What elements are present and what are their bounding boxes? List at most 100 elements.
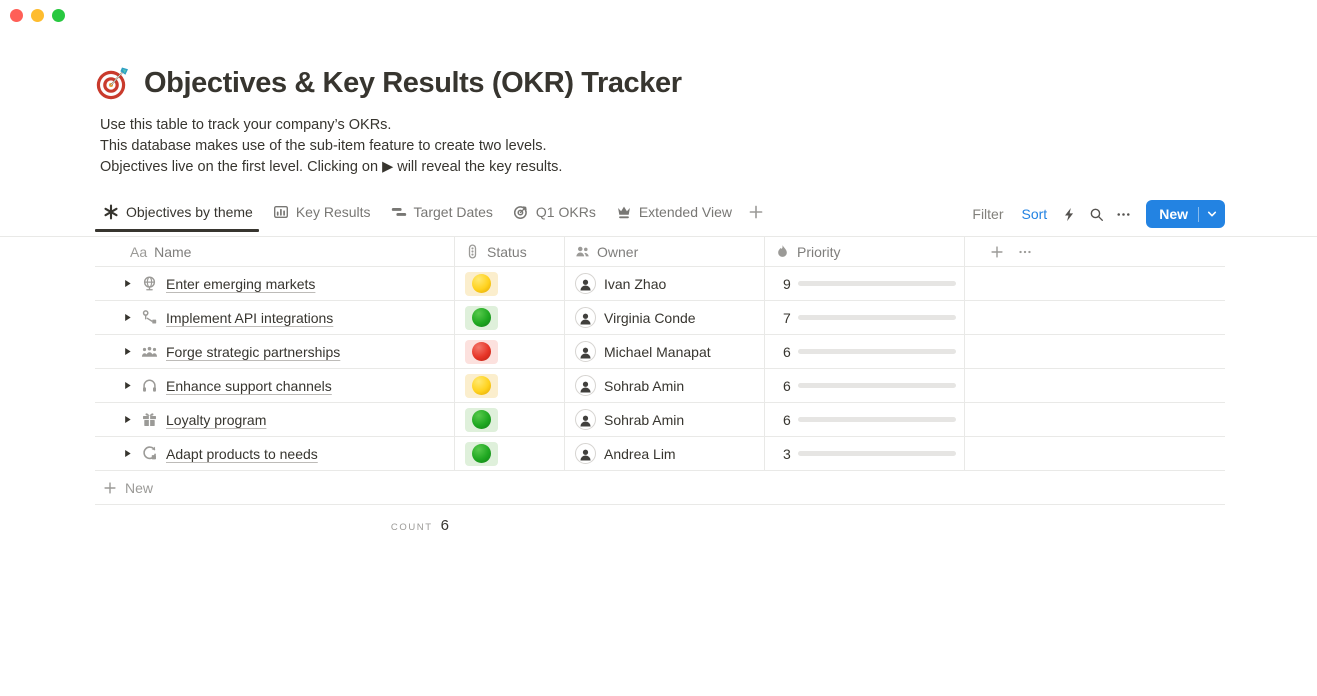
- owner-cell[interactable]: Ivan Zhao: [565, 267, 765, 300]
- chevron-down-icon[interactable]: [1199, 208, 1225, 220]
- owner-name: Michael Manapat: [604, 343, 711, 360]
- priority-cell[interactable]: 6: [765, 403, 965, 436]
- trailing-cell: [965, 437, 1225, 470]
- avatar: [575, 341, 596, 362]
- tab-extended-view[interactable]: Extended View: [608, 199, 740, 225]
- expand-toggle-icon[interactable]: [122, 346, 133, 357]
- new-button[interactable]: New: [1146, 200, 1225, 228]
- chart-view-icon: [273, 204, 289, 220]
- tab-key-results[interactable]: Key Results: [265, 199, 379, 225]
- table-row[interactable]: Loyalty program Sohrab Amin 6: [95, 403, 1225, 437]
- expand-toggle-icon[interactable]: [122, 380, 133, 391]
- status-pill-yellow[interactable]: [465, 373, 498, 398]
- tab-target-dates[interactable]: Target Dates: [383, 199, 501, 225]
- row-name-link[interactable]: Forge strategic partnerships: [166, 343, 341, 360]
- sort-button[interactable]: Sort: [1021, 206, 1048, 222]
- expand-toggle-icon[interactable]: [122, 312, 133, 323]
- priority-cell[interactable]: 9: [765, 267, 965, 300]
- status-pill-green[interactable]: [465, 305, 498, 330]
- owner-cell[interactable]: Michael Manapat: [565, 335, 765, 368]
- name-cell[interactable]: Forge strategic partnerships: [95, 335, 455, 368]
- status-ball-icon: [472, 376, 491, 395]
- tab-label: Extended View: [638, 204, 732, 220]
- automations-bolt-icon[interactable]: [1056, 201, 1083, 228]
- owner-cell[interactable]: Sohrab Amin: [565, 369, 765, 402]
- owner-cell[interactable]: Virginia Conde: [565, 301, 765, 334]
- expand-toggle-icon[interactable]: [122, 278, 133, 289]
- status-pill-red[interactable]: [465, 339, 498, 364]
- status-cell[interactable]: [455, 267, 565, 300]
- window-zoom-button[interactable]: [52, 9, 65, 22]
- priority-cell[interactable]: 7: [765, 301, 965, 334]
- owner-name: Sohrab Amin: [604, 411, 685, 428]
- status-pill-green[interactable]: [465, 407, 498, 432]
- priority-bar: [798, 383, 956, 388]
- name-cell[interactable]: Enter emerging markets: [95, 267, 455, 300]
- status-cell[interactable]: [455, 437, 565, 470]
- priority-cell[interactable]: 6: [765, 369, 965, 402]
- new-row-button[interactable]: New: [95, 471, 1225, 505]
- add-column-icon[interactable]: [990, 245, 1004, 259]
- tab-label: Q1 OKRs: [535, 204, 596, 220]
- search-icon[interactable]: [1083, 201, 1110, 228]
- new-row-label: New: [125, 479, 154, 496]
- add-view-plus-icon[interactable]: [744, 199, 768, 225]
- avatar: [575, 375, 596, 396]
- name-cell[interactable]: Loyalty program: [95, 403, 455, 436]
- priority-cell[interactable]: 3: [765, 437, 965, 470]
- description-line: Objectives live on the first level. Clic…: [100, 159, 563, 175]
- column-header-name[interactable]: Aa Name: [95, 237, 455, 266]
- owner-name: Virginia Conde: [604, 309, 696, 326]
- flame-icon: [775, 244, 790, 259]
- row-name-link[interactable]: Implement API integrations: [166, 309, 334, 326]
- status-ball-icon: [472, 444, 491, 463]
- priority-value: 3: [783, 445, 791, 462]
- new-button-label[interactable]: New: [1159, 206, 1188, 222]
- window-close-button[interactable]: [10, 9, 23, 22]
- table-row[interactable]: Implement API integrations Virginia Cond…: [95, 301, 1225, 335]
- window-minimize-button[interactable]: [31, 9, 44, 22]
- owner-cell[interactable]: Sohrab Amin: [565, 403, 765, 436]
- avatar: [575, 443, 596, 464]
- dartboard-emoji-icon: [95, 64, 133, 102]
- status-cell[interactable]: [455, 301, 565, 334]
- column-header-priority[interactable]: Priority: [765, 237, 965, 266]
- count-calculation[interactable]: COUNT 6: [95, 505, 455, 545]
- expand-toggle-icon[interactable]: [122, 414, 133, 425]
- traffic-light-icon: [465, 244, 480, 259]
- priority-bar: [798, 315, 956, 320]
- tab-q1-okrs[interactable]: Q1 OKRs: [505, 199, 604, 225]
- filter-button[interactable]: Filter: [972, 206, 1004, 222]
- more-options-icon[interactable]: [1110, 201, 1137, 228]
- column-header-status[interactable]: Status: [455, 237, 565, 266]
- table-options-icon[interactable]: [1018, 245, 1032, 259]
- page-header: Objectives & Key Results (OKR) Tracker: [95, 64, 682, 102]
- status-cell[interactable]: [455, 369, 565, 402]
- status-pill-green[interactable]: [465, 441, 498, 466]
- name-cell[interactable]: Enhance support channels: [95, 369, 455, 402]
- table-row[interactable]: Adapt products to needs Andrea Lim 3: [95, 437, 1225, 471]
- row-name-link[interactable]: Enter emerging markets: [166, 275, 316, 292]
- workflow-icon: [141, 309, 158, 326]
- row-name-link[interactable]: Loyalty program: [166, 411, 267, 428]
- priority-bar: [798, 349, 956, 354]
- table-row[interactable]: Enter emerging markets Ivan Zhao 9: [95, 267, 1225, 301]
- name-cell[interactable]: Implement API integrations: [95, 301, 455, 334]
- owner-cell[interactable]: Andrea Lim: [565, 437, 765, 470]
- column-header-owner[interactable]: Owner: [565, 237, 765, 266]
- table-row[interactable]: Forge strategic partnerships Michael Man…: [95, 335, 1225, 369]
- row-name-link[interactable]: Adapt products to needs: [166, 445, 318, 462]
- name-cell[interactable]: Adapt products to needs: [95, 437, 455, 470]
- trailing-cell: [965, 335, 1225, 368]
- status-pill-yellow[interactable]: [465, 271, 498, 296]
- trailing-cell: [965, 369, 1225, 402]
- table-row[interactable]: Enhance support channels Sohrab Amin 6: [95, 369, 1225, 403]
- row-name-link[interactable]: Enhance support channels: [166, 377, 332, 394]
- tab-objectives-by-theme[interactable]: Objectives by theme: [95, 199, 261, 232]
- status-cell[interactable]: [455, 403, 565, 436]
- status-cell[interactable]: [455, 335, 565, 368]
- target-view-icon: [513, 204, 529, 220]
- priority-value: 7: [783, 309, 791, 326]
- expand-toggle-icon[interactable]: [122, 448, 133, 459]
- priority-cell[interactable]: 6: [765, 335, 965, 368]
